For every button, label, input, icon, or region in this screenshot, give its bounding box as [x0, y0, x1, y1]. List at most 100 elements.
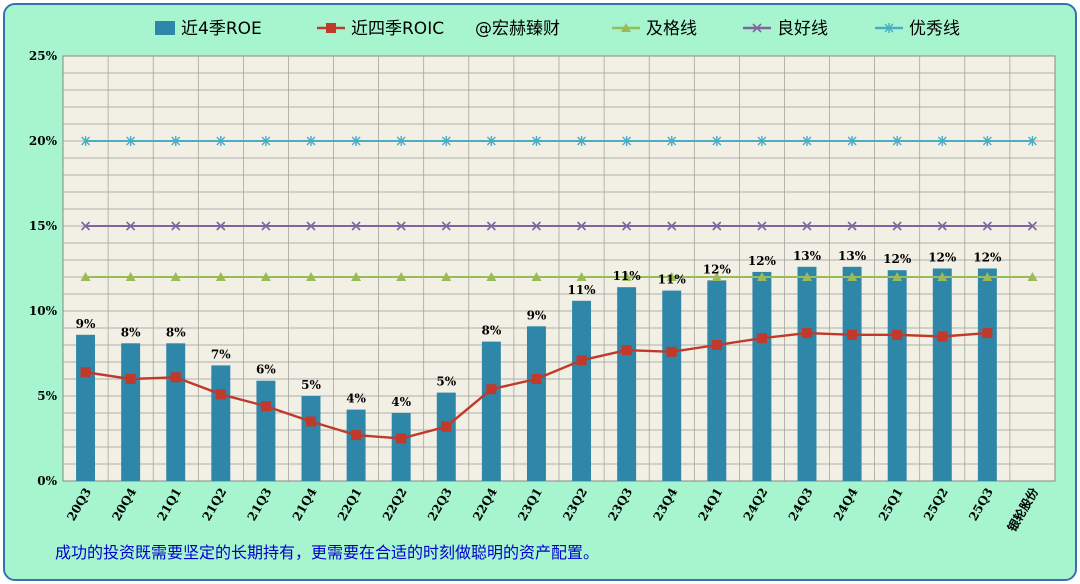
- bar: [121, 343, 141, 481]
- x-tick-label: 23Q3: [605, 486, 635, 524]
- x-tick-label: 25Q1: [876, 486, 906, 524]
- point-marker: [125, 374, 136, 384]
- data-label: 4%: [391, 395, 411, 409]
- bar: [887, 270, 907, 481]
- point-marker: [802, 136, 812, 146]
- point-marker: [170, 372, 181, 383]
- point-marker: [1027, 136, 1037, 146]
- point-marker: [531, 221, 542, 231]
- point-marker: [351, 221, 361, 231]
- point-marker: [126, 221, 136, 231]
- point-marker: [1027, 272, 1038, 281]
- legend-label: 良好线: [777, 19, 828, 39]
- x-tick-label: 21Q1: [154, 486, 184, 524]
- data-label: 12%: [928, 251, 957, 265]
- x-tick-label: 24Q3: [786, 486, 816, 524]
- point-marker: [937, 136, 947, 146]
- point-marker: [126, 136, 136, 146]
- point-marker: [351, 272, 362, 281]
- point-marker: [80, 367, 91, 378]
- data-label: 8%: [121, 325, 141, 339]
- point-marker: [171, 221, 181, 231]
- x-tick-label: 21Q2: [200, 486, 230, 524]
- data-label: 8%: [481, 324, 501, 338]
- point-marker: [847, 329, 858, 340]
- data-label: 11%: [613, 269, 642, 283]
- point-marker: [757, 136, 767, 146]
- point-marker: [884, 23, 894, 33]
- point-marker: [667, 136, 677, 146]
- point-marker: [576, 272, 587, 281]
- point-marker: [802, 272, 812, 281]
- watermark: @宏赫臻财: [475, 19, 560, 39]
- data-label: 8%: [166, 325, 186, 339]
- point-marker: [486, 136, 496, 146]
- point-marker: [441, 272, 452, 281]
- point-marker: [531, 136, 541, 146]
- point-marker: [215, 272, 226, 281]
- x-tick-label: 22Q1: [335, 486, 365, 524]
- point-marker: [802, 221, 812, 231]
- y-tick-label: 0%: [37, 474, 57, 488]
- data-label: 4%: [346, 392, 366, 406]
- point-marker: [441, 421, 452, 432]
- point-marker: [937, 331, 948, 342]
- bar: [932, 268, 952, 481]
- point-marker: [892, 136, 902, 146]
- point-marker: [326, 23, 336, 33]
- point-marker: [486, 221, 496, 231]
- bar: [707, 280, 727, 481]
- data-label: 12%: [748, 254, 777, 268]
- point-marker: [80, 221, 91, 231]
- x-tick-label: 23Q4: [650, 486, 680, 524]
- x-tick-label: 24Q4: [831, 486, 861, 524]
- legend-label: 近四季ROIC: [351, 19, 444, 39]
- point-marker: [712, 221, 722, 231]
- data-label: 12%: [703, 262, 732, 276]
- bar: [842, 266, 862, 481]
- y-tick-label: 15%: [29, 219, 58, 233]
- data-label: 13%: [793, 249, 822, 263]
- data-label: 9%: [76, 317, 96, 331]
- point-marker: [351, 136, 361, 146]
- point-marker: [306, 136, 316, 146]
- point-marker: [396, 221, 406, 231]
- chart-frame: 0% 5% 10% 15% 20% 25% 20Q3 20Q4 21Q1 21Q2 21Q3 21Q4…: [3, 3, 1077, 581]
- point-marker: [621, 345, 632, 356]
- legend-swatch: [155, 21, 175, 35]
- point-marker: [667, 221, 677, 231]
- data-label: 7%: [211, 347, 231, 361]
- point-marker: [396, 272, 407, 281]
- point-marker: [486, 384, 497, 395]
- point-marker: [756, 272, 767, 281]
- point-marker: [847, 136, 857, 146]
- point-marker: [892, 329, 903, 340]
- point-marker: [622, 136, 632, 146]
- point-marker: [80, 272, 91, 281]
- point-marker: [576, 221, 587, 231]
- bar: [301, 396, 321, 481]
- point-marker: [261, 136, 271, 146]
- bar: [436, 392, 456, 481]
- y-tick-label: 5%: [37, 389, 57, 403]
- x-tick-label: 21Q4: [290, 486, 320, 524]
- point-marker: [170, 272, 181, 281]
- x-tick-label: 21Q3: [245, 486, 275, 524]
- point-marker: [441, 136, 451, 146]
- point-marker: [81, 136, 91, 146]
- point-marker: [622, 221, 632, 231]
- bar: [977, 268, 997, 481]
- legend-label: 近4季ROE: [181, 19, 262, 39]
- point-marker: [260, 272, 271, 281]
- bar: [346, 409, 366, 481]
- point-marker: [937, 272, 948, 281]
- point-marker: [666, 272, 677, 281]
- chart: 0% 5% 10% 15% 20% 25% 20Q3 20Q4 21Q1 21Q2 21Q3 21Q4…: [29, 19, 1056, 562]
- data-label: 5%: [436, 375, 456, 389]
- point-marker: [396, 433, 407, 444]
- data-label: 13%: [838, 249, 867, 263]
- point-marker: [261, 221, 271, 231]
- x-tick-label: 20Q3: [64, 486, 94, 524]
- data-label: 11%: [658, 273, 687, 287]
- point-marker: [712, 136, 722, 146]
